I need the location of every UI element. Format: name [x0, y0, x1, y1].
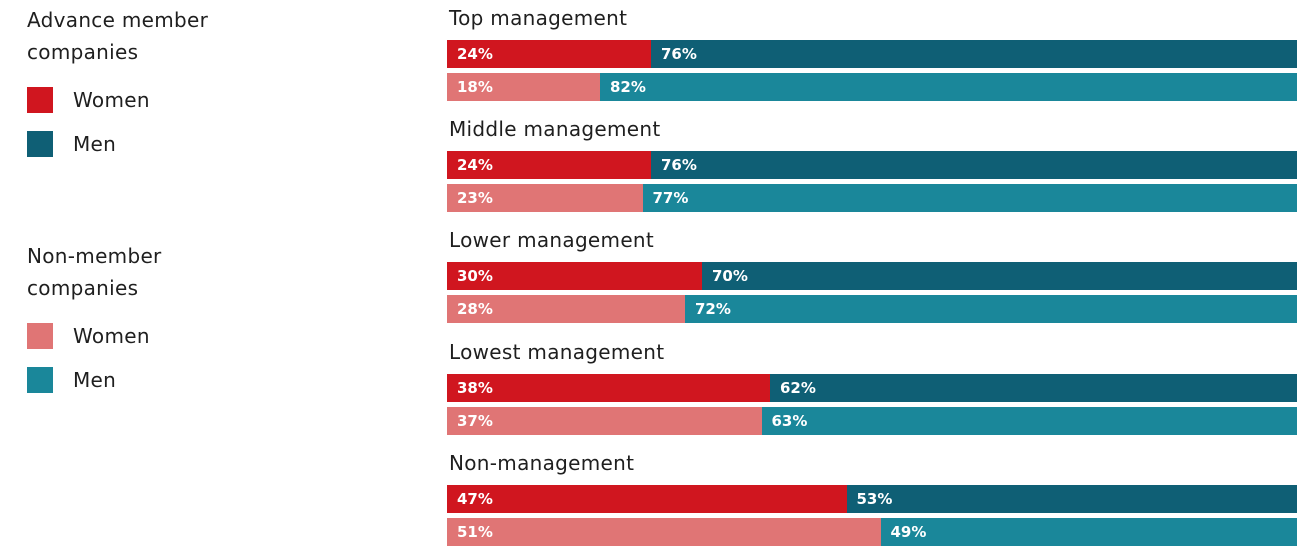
value-label: 82%: [610, 78, 646, 96]
value-label: 24%: [457, 45, 493, 63]
legend-swatch: [27, 367, 53, 393]
bar-segment: [846, 484, 1297, 513]
bar-segment: [702, 262, 1297, 291]
value-label: 76%: [661, 156, 697, 175]
bar-segment: [770, 373, 1297, 402]
value-label: 49%: [890, 522, 927, 541]
value-label: 28%: [457, 300, 493, 319]
category-title: Top management: [449, 6, 628, 30]
bar-segment: [447, 73, 600, 101]
bar-segment: [447, 517, 881, 546]
bar-segment: [600, 73, 1297, 101]
value-label: 76%: [661, 45, 697, 63]
value-label: 77%: [652, 189, 689, 208]
legend-swatch: [27, 87, 53, 113]
legend-label: Men: [73, 368, 117, 392]
legend-label: Men: [73, 132, 117, 156]
value-label: 63%: [771, 411, 808, 430]
category-title: Lower management: [449, 228, 655, 253]
bar-segment: [685, 295, 1297, 324]
bar-segment: [880, 517, 1297, 546]
category-title: Middle management: [449, 117, 661, 142]
value-label: 38%: [457, 378, 493, 397]
value-label: 53%: [856, 489, 893, 508]
bar-segment: [651, 151, 1297, 180]
bar-segment: [447, 295, 685, 324]
legend-label: Women: [73, 88, 150, 112]
value-label: 47%: [457, 489, 493, 508]
legend-swatch: [27, 131, 53, 157]
value-label: 70%: [712, 267, 748, 286]
bar-segment: [447, 484, 847, 513]
category-title: Non-management: [449, 450, 635, 475]
bar-segment: [447, 151, 651, 180]
legend-group-title: Advance member companies: [27, 8, 209, 64]
value-label: 24%: [457, 156, 493, 175]
value-label: 72%: [695, 300, 731, 319]
value-label: 62%: [780, 378, 816, 397]
value-label: 30%: [457, 267, 493, 286]
value-label: 51%: [457, 522, 493, 541]
value-label: 18%: [457, 78, 493, 96]
value-label: 37%: [457, 411, 493, 430]
bar-segment: [447, 262, 702, 291]
bar-segment: [447, 373, 770, 402]
bar-segment: [447, 40, 651, 68]
bar-segment: [642, 184, 1297, 213]
category-title: Lowest management: [449, 339, 665, 364]
value-label: 23%: [457, 189, 493, 208]
bar-segment: [447, 406, 762, 435]
legend-label: Women: [73, 324, 150, 348]
bar-segment: [761, 406, 1297, 435]
legend-group-title: Non-member companies: [27, 244, 162, 300]
legend-swatch: [27, 323, 53, 349]
bar-segment: [447, 184, 643, 213]
bar-segment: [651, 40, 1297, 68]
